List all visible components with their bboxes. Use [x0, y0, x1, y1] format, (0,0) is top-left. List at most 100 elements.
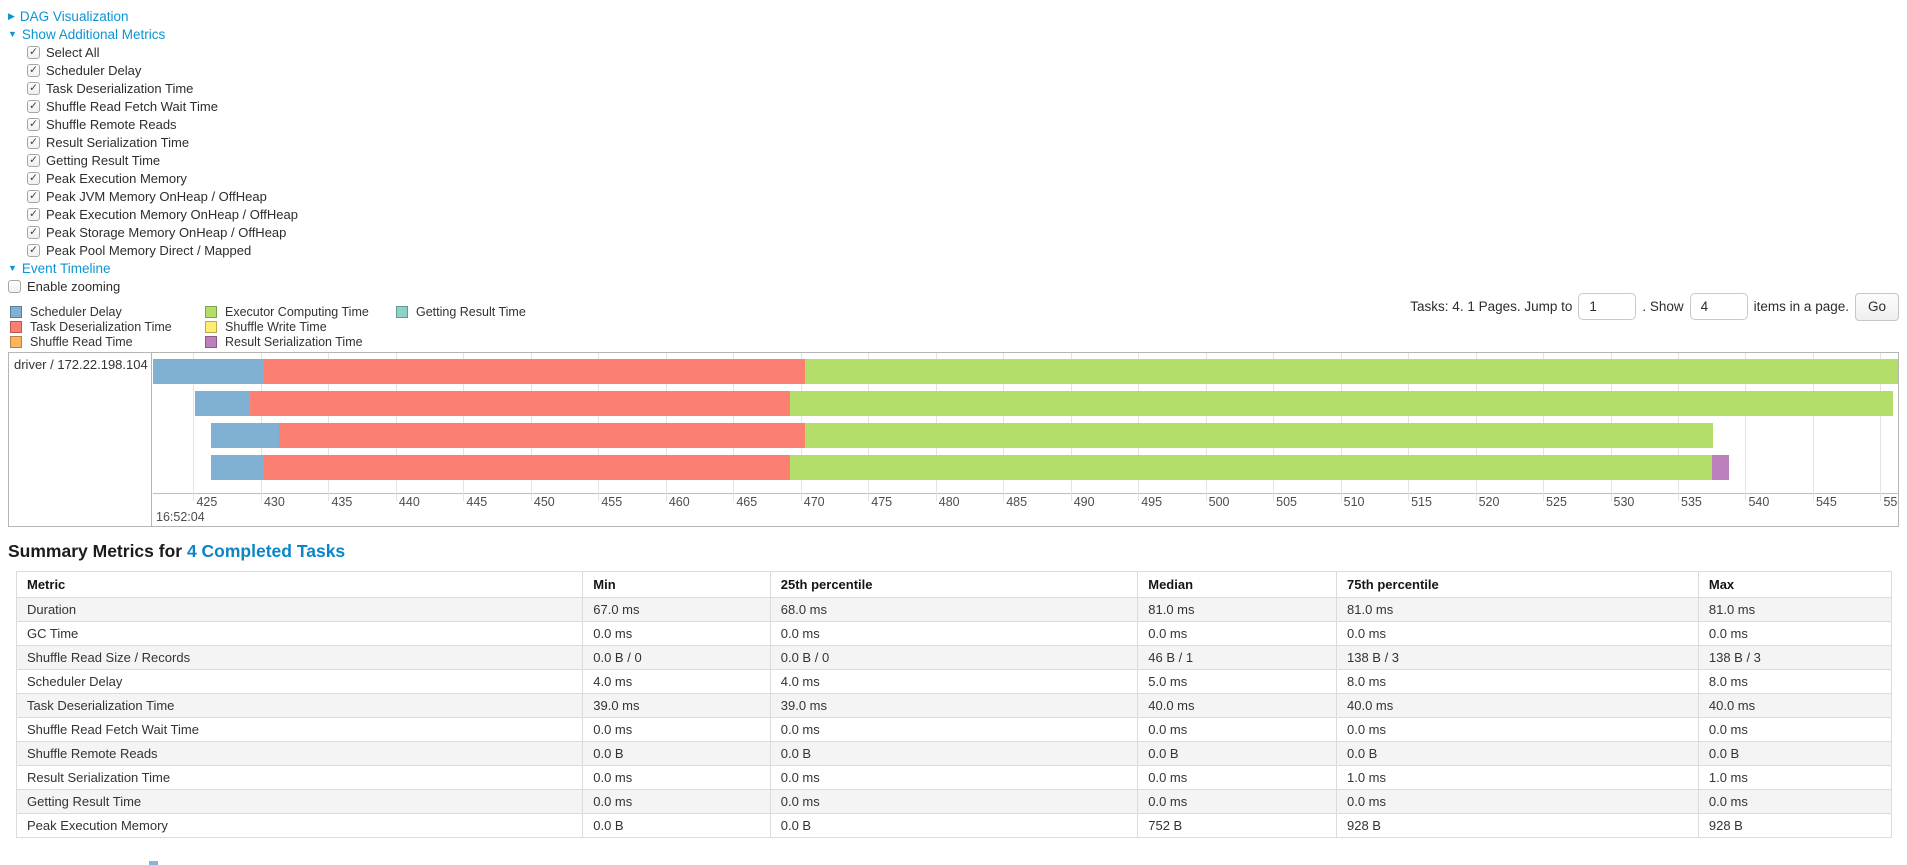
metric-checkbox[interactable]: ✓ — [27, 171, 40, 185]
table-row: Scheduler Delay 4.0 ms 4.0 ms 5.0 ms 8.0 ms 8… — [15, 669, 1893, 694]
timeline-tick-label: 455 — [601, 495, 623, 509]
metric-value-cell: 0.0 ms — [1137, 621, 1337, 646]
pagination-suffix-text: items in a page. — [1753, 299, 1849, 314]
metric-checkbox-row[interactable]: ✓ Peak Storage Memory OnHeap / OffHeap — [27, 223, 298, 241]
legend-label: Shuffle Read Time — [30, 334, 133, 349]
task-bar[interactable] — [153, 423, 1898, 448]
metric-checkbox-row[interactable]: ✓ Result Serialization Time — [27, 133, 298, 151]
task-bar[interactable] — [153, 359, 1898, 384]
task-segment-executor_computing[interactable] — [789, 391, 1893, 416]
metric-name-cell: Shuffle Read Size / Records — [15, 645, 584, 670]
legend-item: Executor Computing Time — [205, 304, 369, 319]
metric-value-cell: 0.0 ms — [1336, 789, 1699, 814]
dag-visualization-label: DAG Visualization — [19, 8, 129, 24]
event-timeline-label: Event Timeline — [21, 260, 111, 276]
metric-value-cell: 81.0 ms — [1137, 597, 1337, 622]
event-timeline-toggle[interactable]: ▼ Event Timeline — [8, 259, 298, 277]
metric-value-cell: 0.0 B / 0 — [582, 645, 771, 670]
task-segment-executor_computing[interactable] — [804, 359, 1898, 384]
task-segment-scheduler_delay[interactable] — [153, 359, 264, 384]
task-segment-scheduler_delay[interactable] — [211, 423, 279, 448]
metric-value-cell: 0.0 ms — [769, 789, 1139, 814]
items-per-page-input[interactable] — [1689, 293, 1748, 320]
timeline-tick-label: 505 — [1276, 495, 1297, 509]
metric-name-cell: Scheduler Delay — [15, 669, 584, 694]
metric-checkbox-row[interactable]: ✓ Shuffle Remote Reads — [27, 115, 298, 133]
metric-checkbox[interactable]: ✓ — [27, 153, 40, 167]
timeline-gridline — [1745, 353, 1747, 501]
timeline-tick-label: 430 — [263, 495, 285, 509]
metric-value-cell: 752 B — [1137, 813, 1337, 838]
timeline-tick-label: 500 — [1208, 495, 1230, 509]
scheduler_delay-swatch — [10, 305, 22, 318]
metric-checkbox-row[interactable]: ✓ Peak JVM Memory OnHeap / OffHeap — [27, 187, 298, 205]
metric-value-cell: 0.0 ms — [1137, 789, 1337, 814]
task-segment-task_deserialization[interactable] — [278, 423, 805, 448]
metric-checkbox-row[interactable]: ✓ Peak Execution Memory — [27, 169, 298, 187]
jump-to-page-input[interactable] — [1578, 293, 1637, 320]
metric-checkbox[interactable]: ✓ — [27, 243, 40, 257]
metric-value-cell: 0.0 ms — [1336, 717, 1699, 742]
metric-checkbox-label: Peak JVM Memory OnHeap / OffHeap — [46, 188, 267, 204]
metric-checkbox[interactable]: ✓ — [27, 45, 40, 59]
timeline-tick-label: 520 — [1478, 495, 1500, 509]
clipped-content-fragment — [149, 861, 158, 865]
legend-item: Shuffle Write Time — [205, 319, 369, 334]
metric-value-cell: 0.0 B — [769, 741, 1139, 766]
completed-tasks-link[interactable]: 4 Completed Tasks — [186, 541, 346, 561]
pagination-prefix-text: Tasks: 4. 1 Pages. Jump to — [1410, 299, 1573, 314]
metric-checkbox[interactable]: ✓ — [27, 189, 40, 203]
metric-checkbox-row[interactable]: ✓ Select All — [27, 43, 298, 61]
table-row: Duration 67.0 ms 68.0 ms 81.0 ms 81.0 ms 81.0… — [15, 597, 1893, 622]
metric-checkbox[interactable]: ✓ — [27, 117, 40, 131]
metric-checkbox-row[interactable]: ✓ Getting Result Time — [27, 151, 298, 169]
legend-label: Shuffle Write Time — [225, 319, 327, 334]
metric-checkbox-row[interactable]: ✓ Peak Pool Memory Direct / Mapped — [27, 241, 298, 259]
task-segment-scheduler_delay[interactable] — [194, 391, 251, 416]
column-header: Metric — [15, 571, 584, 598]
metric-checkbox[interactable]: ✓ — [27, 225, 40, 239]
task-segment-result_serialization[interactable] — [1711, 455, 1730, 480]
enable-zooming-checkbox[interactable] — [8, 279, 21, 293]
metric-checkbox-row[interactable]: ✓ Task Deserialization Time — [27, 79, 298, 97]
metric-checkbox-row[interactable]: ✓ Peak Execution Memory OnHeap / OffHeap — [27, 205, 298, 223]
metric-checkbox[interactable]: ✓ — [27, 99, 40, 113]
metric-checkbox[interactable]: ✓ — [27, 135, 40, 149]
task-segment-task_deserialization[interactable] — [263, 455, 790, 480]
task-segment-executor_computing[interactable] — [789, 455, 1712, 480]
metric-value-cell: 81.0 ms — [1336, 597, 1699, 622]
task-segment-task_deserialization[interactable] — [250, 391, 790, 416]
metric-checkbox-row[interactable]: ✓ Scheduler Delay — [27, 61, 298, 79]
task-segment-executor_computing[interactable] — [804, 423, 1714, 448]
show-additional-metrics-label: Show Additional Metrics — [21, 26, 166, 42]
task-bar[interactable] — [153, 455, 1898, 480]
metric-checkbox[interactable]: ✓ — [27, 63, 40, 77]
task-segment-task_deserialization[interactable] — [263, 359, 805, 384]
task-bar[interactable] — [153, 391, 1898, 416]
dag-visualization-toggle[interactable]: ▶ DAG Visualization — [8, 7, 298, 25]
metric-value-cell: 0.0 ms — [769, 717, 1139, 742]
column-header: 25th percentile — [769, 571, 1139, 598]
metric-value-cell: 0.0 ms — [1697, 789, 1893, 814]
timeline-tick-label: 515 — [1411, 495, 1432, 509]
show-additional-metrics-toggle[interactable]: ▼ Show Additional Metrics — [8, 25, 298, 43]
metric-value-cell: 138 B / 3 — [1697, 645, 1893, 670]
metric-value-cell: 0.0 ms — [582, 765, 771, 790]
shuffle_write-swatch — [205, 320, 217, 333]
metric-checkbox[interactable]: ✓ — [27, 207, 40, 221]
timeline-tick-label: 450 — [533, 495, 555, 509]
metric-value-cell: 39.0 ms — [582, 693, 771, 718]
timeline-tick-label: 535 — [1681, 495, 1702, 509]
legend-item: Getting Result Time — [396, 304, 526, 319]
go-button[interactable]: Go — [1854, 292, 1899, 321]
metric-checkbox[interactable]: ✓ — [27, 81, 40, 95]
legend-label: Executor Computing Time — [225, 304, 369, 319]
enable-zooming-row[interactable]: Enable zooming — [8, 277, 298, 295]
table-row: Shuffle Read Size / Records 0.0 B / 0 0.0 … — [15, 645, 1893, 670]
executor-group-label: driver / 172.22.198.104 — [14, 357, 148, 372]
timeline-gridline — [193, 353, 195, 501]
metric-checkbox-row[interactable]: ✓ Shuffle Read Fetch Wait Time — [27, 97, 298, 115]
metric-value-cell: 0.0 ms — [582, 621, 771, 646]
chevron-down-icon: ▼ — [8, 262, 17, 273]
task-segment-scheduler_delay[interactable] — [211, 455, 264, 480]
